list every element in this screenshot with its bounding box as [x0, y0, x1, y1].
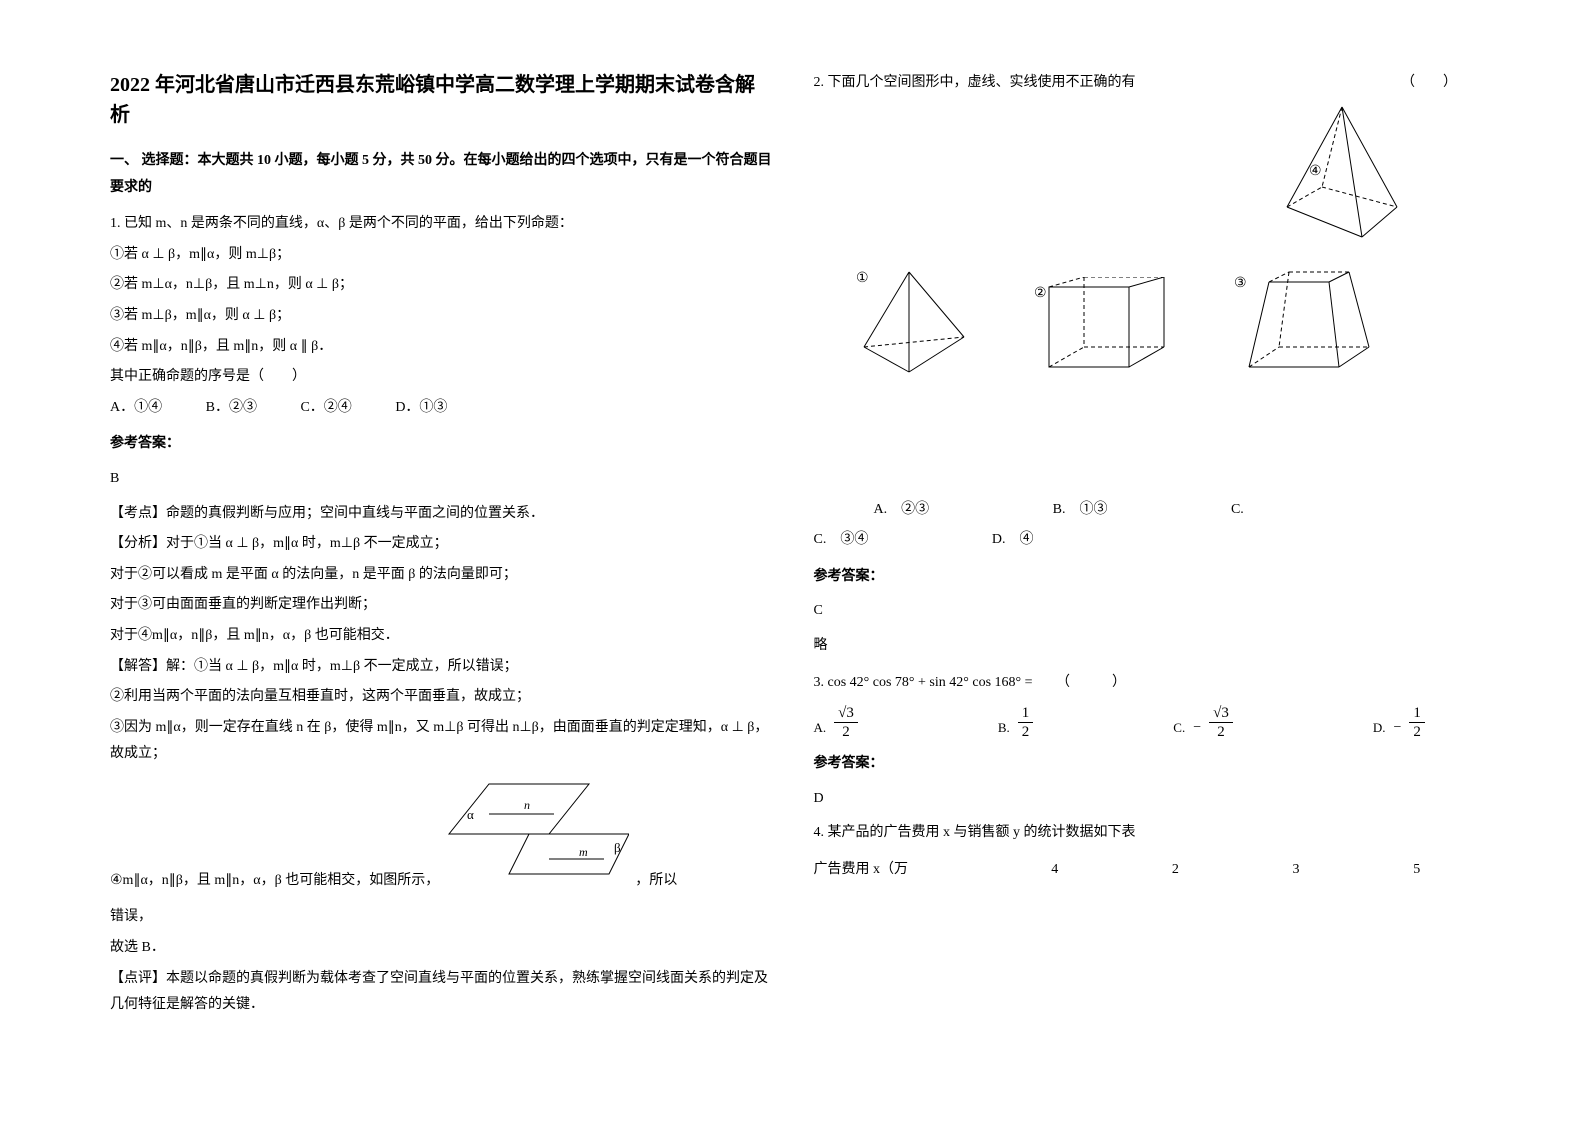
- q1-answer-label: 参考答案：: [110, 431, 774, 458]
- q3-optC-den: 2: [1209, 723, 1233, 741]
- q3-answer-label: 参考答案：: [814, 751, 1478, 778]
- shape4-pyramid-icon: ④: [1267, 97, 1417, 247]
- shape4-wrap: ④: [814, 97, 1478, 247]
- q1-prop4: ④若 m∥α，n∥β，且 m∥n，则 α ∥ β．: [110, 334, 774, 361]
- q1-optD: D．①③: [395, 395, 447, 422]
- svg-text:③: ③: [1234, 274, 1247, 290]
- q1-jieda3: ③因为 m∥α，则一定存在直线 n 在 β，使得 m∥n，又 m⊥β 可得出 n…: [110, 715, 774, 768]
- q1-options: A．①④ B．②③ C．②④ D．①③: [110, 395, 774, 422]
- q2-options-row1: A. ②③ B. ①③ C.: [814, 497, 1478, 524]
- q1-jieda4-end: 错误，: [110, 904, 774, 931]
- q3-optB-num: 1: [1018, 704, 1034, 723]
- q4-v3: 3: [1236, 857, 1357, 884]
- q2-optC: C. ③④: [814, 527, 869, 554]
- shape3-frustum-icon: ③: [1234, 267, 1374, 377]
- q1-fenxi2: 对于②可以看成 m 是平面 α 的法向量，n 是平面 β 的法向量即可；: [110, 562, 774, 589]
- label-alpha: α: [467, 807, 474, 822]
- q3-optD-sign: −: [1394, 715, 1402, 742]
- q1-ask: 其中正确命题的序号是（ ）: [110, 364, 774, 391]
- q1-stem: 1. 已知 m、n 是两条不同的直线，α、β 是两个不同的平面，给出下列命题：: [110, 211, 774, 238]
- q3-stem: 3. cos 42° cos 78° + sin 42° cos 168° = …: [814, 670, 1478, 697]
- q4-col1-header: 广告费用 x（万: [814, 857, 995, 884]
- q1-jieda1: 【解答】解：①当 α ⊥ β，m∥α 时，m⊥β 不一定成立，所以错误；: [110, 654, 774, 681]
- shapes-row: ① ② ③: [814, 267, 1478, 377]
- q1-prop2: ②若 m⊥α，n⊥β，且 m⊥n，则 α ⊥ β；: [110, 272, 774, 299]
- q1-optC: C．②④: [300, 395, 351, 422]
- q2-optA: A. ②③: [874, 497, 930, 524]
- planes-diagram: α β n m: [439, 774, 629, 895]
- q1-dianping: 【点评】本题以命题的真假判断为载体考查了空间直线与平面的位置关系，熟练掌握空间线…: [110, 966, 774, 1019]
- q2-paren: （ ）: [1401, 70, 1457, 97]
- label-m: m: [579, 845, 588, 859]
- q3-paren: （ ）: [1056, 675, 1126, 690]
- q1-fenxi4: 对于④m∥α，n∥β，且 m∥n，α，β 也可能相交．: [110, 623, 774, 650]
- q1-jieda4-pre: ④m∥α，n∥β，且 m∥n，α，β 也可能相交，如图所示，: [110, 868, 439, 895]
- svg-text:②: ②: [1034, 284, 1047, 300]
- svg-text:①: ①: [856, 269, 869, 285]
- q3-optC-num: √3: [1209, 704, 1233, 723]
- q1-kaodian: 【考点】命题的真假判断与应用；空间中直线与平面之间的位置关系．: [110, 501, 774, 528]
- q3-options: A. √32 B. 12 C. − √32 D. − 12: [814, 704, 1478, 741]
- q4-v2: 2: [1115, 857, 1236, 884]
- q3-optB-letter: B.: [998, 716, 1010, 741]
- q1-answer: B: [110, 466, 774, 493]
- q3-optC-letter: C.: [1173, 716, 1185, 741]
- q2-options-row2: C. ③④ D. ④: [814, 527, 1478, 554]
- label-n: n: [524, 798, 530, 812]
- page-title: 2022 年河北省唐山市迁西县东荒峪镇中学高二数学理上学期期末试卷含解析: [110, 70, 774, 130]
- q1-jieda4-post: ，所以: [635, 868, 677, 895]
- q3-answer: D: [814, 786, 1478, 813]
- q4-table-row: 广告费用 x（万 4 2 3 5: [814, 857, 1478, 884]
- q1-optB: B．②③: [206, 395, 257, 422]
- q1-fenxi1: 【分析】对于①当 α ⊥ β，m∥α 时，m⊥β 不一定成立；: [110, 531, 774, 558]
- section-header: 一、 选择题：本大题共 10 小题，每小题 5 分，共 50 分。在每小题给出的…: [110, 148, 774, 201]
- q2-optC-letter: C.: [1231, 497, 1244, 524]
- q4-v1: 4: [994, 857, 1115, 884]
- q3-prefix: 3.: [814, 675, 828, 690]
- q2-optD: D. ④: [992, 527, 1034, 554]
- q3-optB: B. 12: [998, 704, 1033, 741]
- q1-optA: A．①④: [110, 395, 162, 422]
- q2-answer: C: [814, 598, 1478, 625]
- q4-v4: 5: [1356, 857, 1477, 884]
- q2-optB: B. ①③: [1053, 497, 1108, 524]
- shape2-prism-icon: ②: [1034, 277, 1174, 377]
- q1-figure-row: ④m∥α，n∥β，且 m∥n，α，β 也可能相交，如图所示， α β n m ，…: [110, 774, 774, 895]
- q3-optD-den: 2: [1409, 723, 1425, 741]
- q3-optC: C. − √32: [1173, 704, 1233, 741]
- q2-stem: 2. 下面几个空间图形中，虚线、实线使用不正确的有: [814, 75, 1136, 90]
- q3-optD-letter: D.: [1373, 716, 1386, 741]
- q1-fenxi3: 对于③可由面面垂直的判断定理作出判断；: [110, 592, 774, 619]
- q3-optA-letter: A.: [814, 716, 827, 741]
- q1-prop1: ①若 α ⊥ β，m∥α，则 m⊥β；: [110, 242, 774, 269]
- q3-optA: A. √32: [814, 704, 858, 741]
- q3-optC-sign: −: [1193, 715, 1201, 742]
- q3-expr: cos 42° cos 78° + sin 42° cos 168° =: [828, 675, 1033, 690]
- q4-stem: 4. 某产品的广告费用 x 与销售额 y 的统计数据如下表: [814, 820, 1478, 847]
- q3-optD-num: 1: [1409, 704, 1425, 723]
- q2-note: 略: [814, 633, 1478, 660]
- shape1-tetra-icon: ①: [854, 267, 974, 377]
- q3-optA-num: √3: [834, 704, 858, 723]
- q3-optA-den: 2: [834, 723, 858, 741]
- label-beta: β: [614, 840, 621, 855]
- q1-jieda5: 故选 B．: [110, 935, 774, 962]
- q3-optB-den: 2: [1018, 723, 1034, 741]
- q3-optD: D. − 12: [1373, 704, 1425, 741]
- q1-jieda2: ②利用当两个平面的法向量互相垂直时，这两个平面垂直，故成立；: [110, 684, 774, 711]
- q1-prop3: ③若 m⊥β，m∥α，则 α ⊥ β；: [110, 303, 774, 330]
- q2-answer-label: 参考答案：: [814, 564, 1478, 591]
